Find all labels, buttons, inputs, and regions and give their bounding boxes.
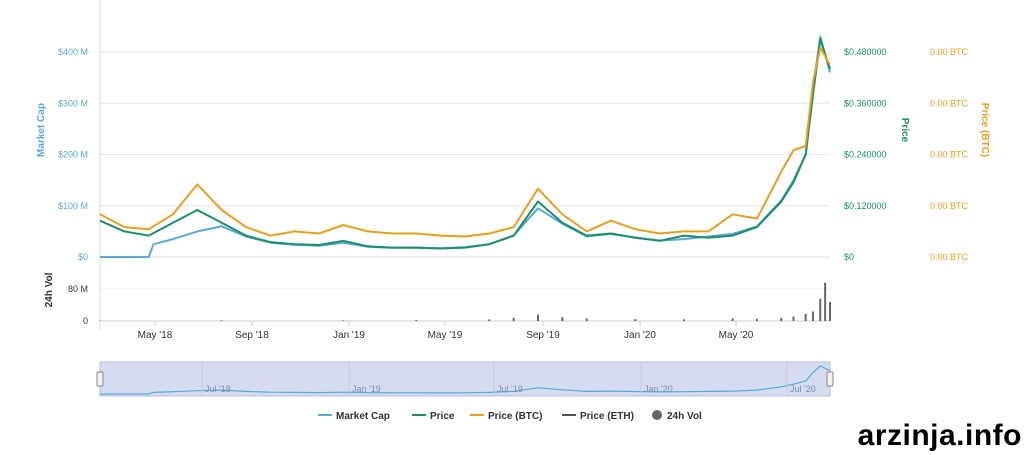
volume-bar: [819, 298, 822, 321]
volume-bar: [731, 318, 734, 321]
navigator-label: Jan '19: [352, 384, 381, 394]
navigator-handle[interactable]: [826, 371, 834, 387]
x-tick-label: Jan '20: [624, 330, 656, 341]
left-axis-tick: $400 M: [58, 47, 88, 57]
legend-marker: [652, 410, 662, 420]
btc-axis-tick: 0.00 BTC: [930, 252, 969, 262]
legend-item[interactable]: Market Cap: [318, 411, 390, 422]
legend-item[interactable]: Price (ETH): [562, 411, 634, 422]
volume-bar: [811, 311, 814, 321]
navigator-label: Jul '19: [497, 384, 523, 394]
volume-bar: [804, 313, 807, 321]
volume-bar: [512, 317, 515, 321]
left-axis-tick: $0: [78, 252, 88, 262]
btc-axis-tick: 0.00 BTC: [930, 150, 969, 160]
legend-item[interactable]: 24h Vol: [652, 410, 702, 422]
volume-bar: [792, 316, 795, 321]
price-axis-tick: $0.120000: [844, 201, 887, 211]
vol-axis-tick: 0: [83, 316, 88, 326]
volume-bar: [342, 320, 345, 321]
left-axis-title: Market Cap: [36, 103, 47, 157]
x-tick-label: May '19: [428, 330, 463, 341]
x-tick-label: Sep '19: [526, 330, 560, 341]
left-axis-tick: $200 M: [58, 150, 88, 160]
navigator-label: Jul '20: [790, 384, 816, 394]
legend-label: Market Cap: [336, 411, 390, 422]
x-tick-label: May '20: [719, 330, 754, 341]
price-axis-tick: $0.240000: [844, 150, 887, 160]
navigator-label: Jan '20: [644, 384, 673, 394]
volume-bar: [488, 319, 491, 321]
volume-bar: [829, 301, 831, 321]
volume-bar: [220, 320, 223, 321]
volume-bar: [683, 319, 685, 321]
series-line-price[interactable]: [99, 38, 831, 250]
x-tick-label: Sep '18: [235, 330, 269, 341]
btc-axis-tick: 0.00 BTC: [930, 201, 969, 211]
legend-item[interactable]: Price: [412, 411, 455, 422]
navigator-label: Jul '18: [205, 384, 231, 394]
legend-label: Price (BTC): [488, 411, 542, 422]
x-tick-label: May '18: [138, 330, 173, 341]
volume-bar: [756, 319, 758, 321]
price-axis-title: Price: [899, 118, 910, 143]
volume-bar: [585, 318, 588, 321]
volume-bar: [780, 317, 783, 321]
legend-label: 24h Vol: [667, 411, 702, 422]
volume-bar: [415, 320, 418, 321]
watermark: arzinja.info: [857, 419, 1022, 452]
legend-label: Price (ETH): [580, 411, 634, 422]
navigator-handle[interactable]: [96, 371, 104, 387]
volume-bar: [561, 317, 564, 321]
btc-axis-title: Price (BTC): [979, 103, 990, 157]
navigator-series: [100, 365, 831, 395]
vol-axis-tick: 80 M: [68, 284, 88, 294]
left-axis-tick: $100 M: [58, 201, 88, 211]
btc-axis-tick: 0.00 BTC: [930, 47, 969, 57]
series-line-price-btc-[interactable]: [99, 46, 831, 238]
price-axis-tick: $0: [844, 252, 854, 262]
vol-axis-title: 24h Vol: [44, 272, 55, 307]
volume-bar: [634, 319, 637, 321]
volume-bar: [824, 282, 827, 321]
legend-item[interactable]: Price (BTC): [470, 411, 542, 422]
btc-axis-tick: 0.00 BTC: [930, 98, 969, 108]
x-tick-label: Jan '19: [333, 330, 365, 341]
left-axis-tick: $300 M: [58, 98, 88, 108]
legend-label: Price: [430, 411, 455, 422]
price-axis-tick: $0.480000: [844, 47, 887, 57]
volume-bar: [537, 314, 539, 321]
price-axis-tick: $0.360000: [844, 98, 887, 108]
